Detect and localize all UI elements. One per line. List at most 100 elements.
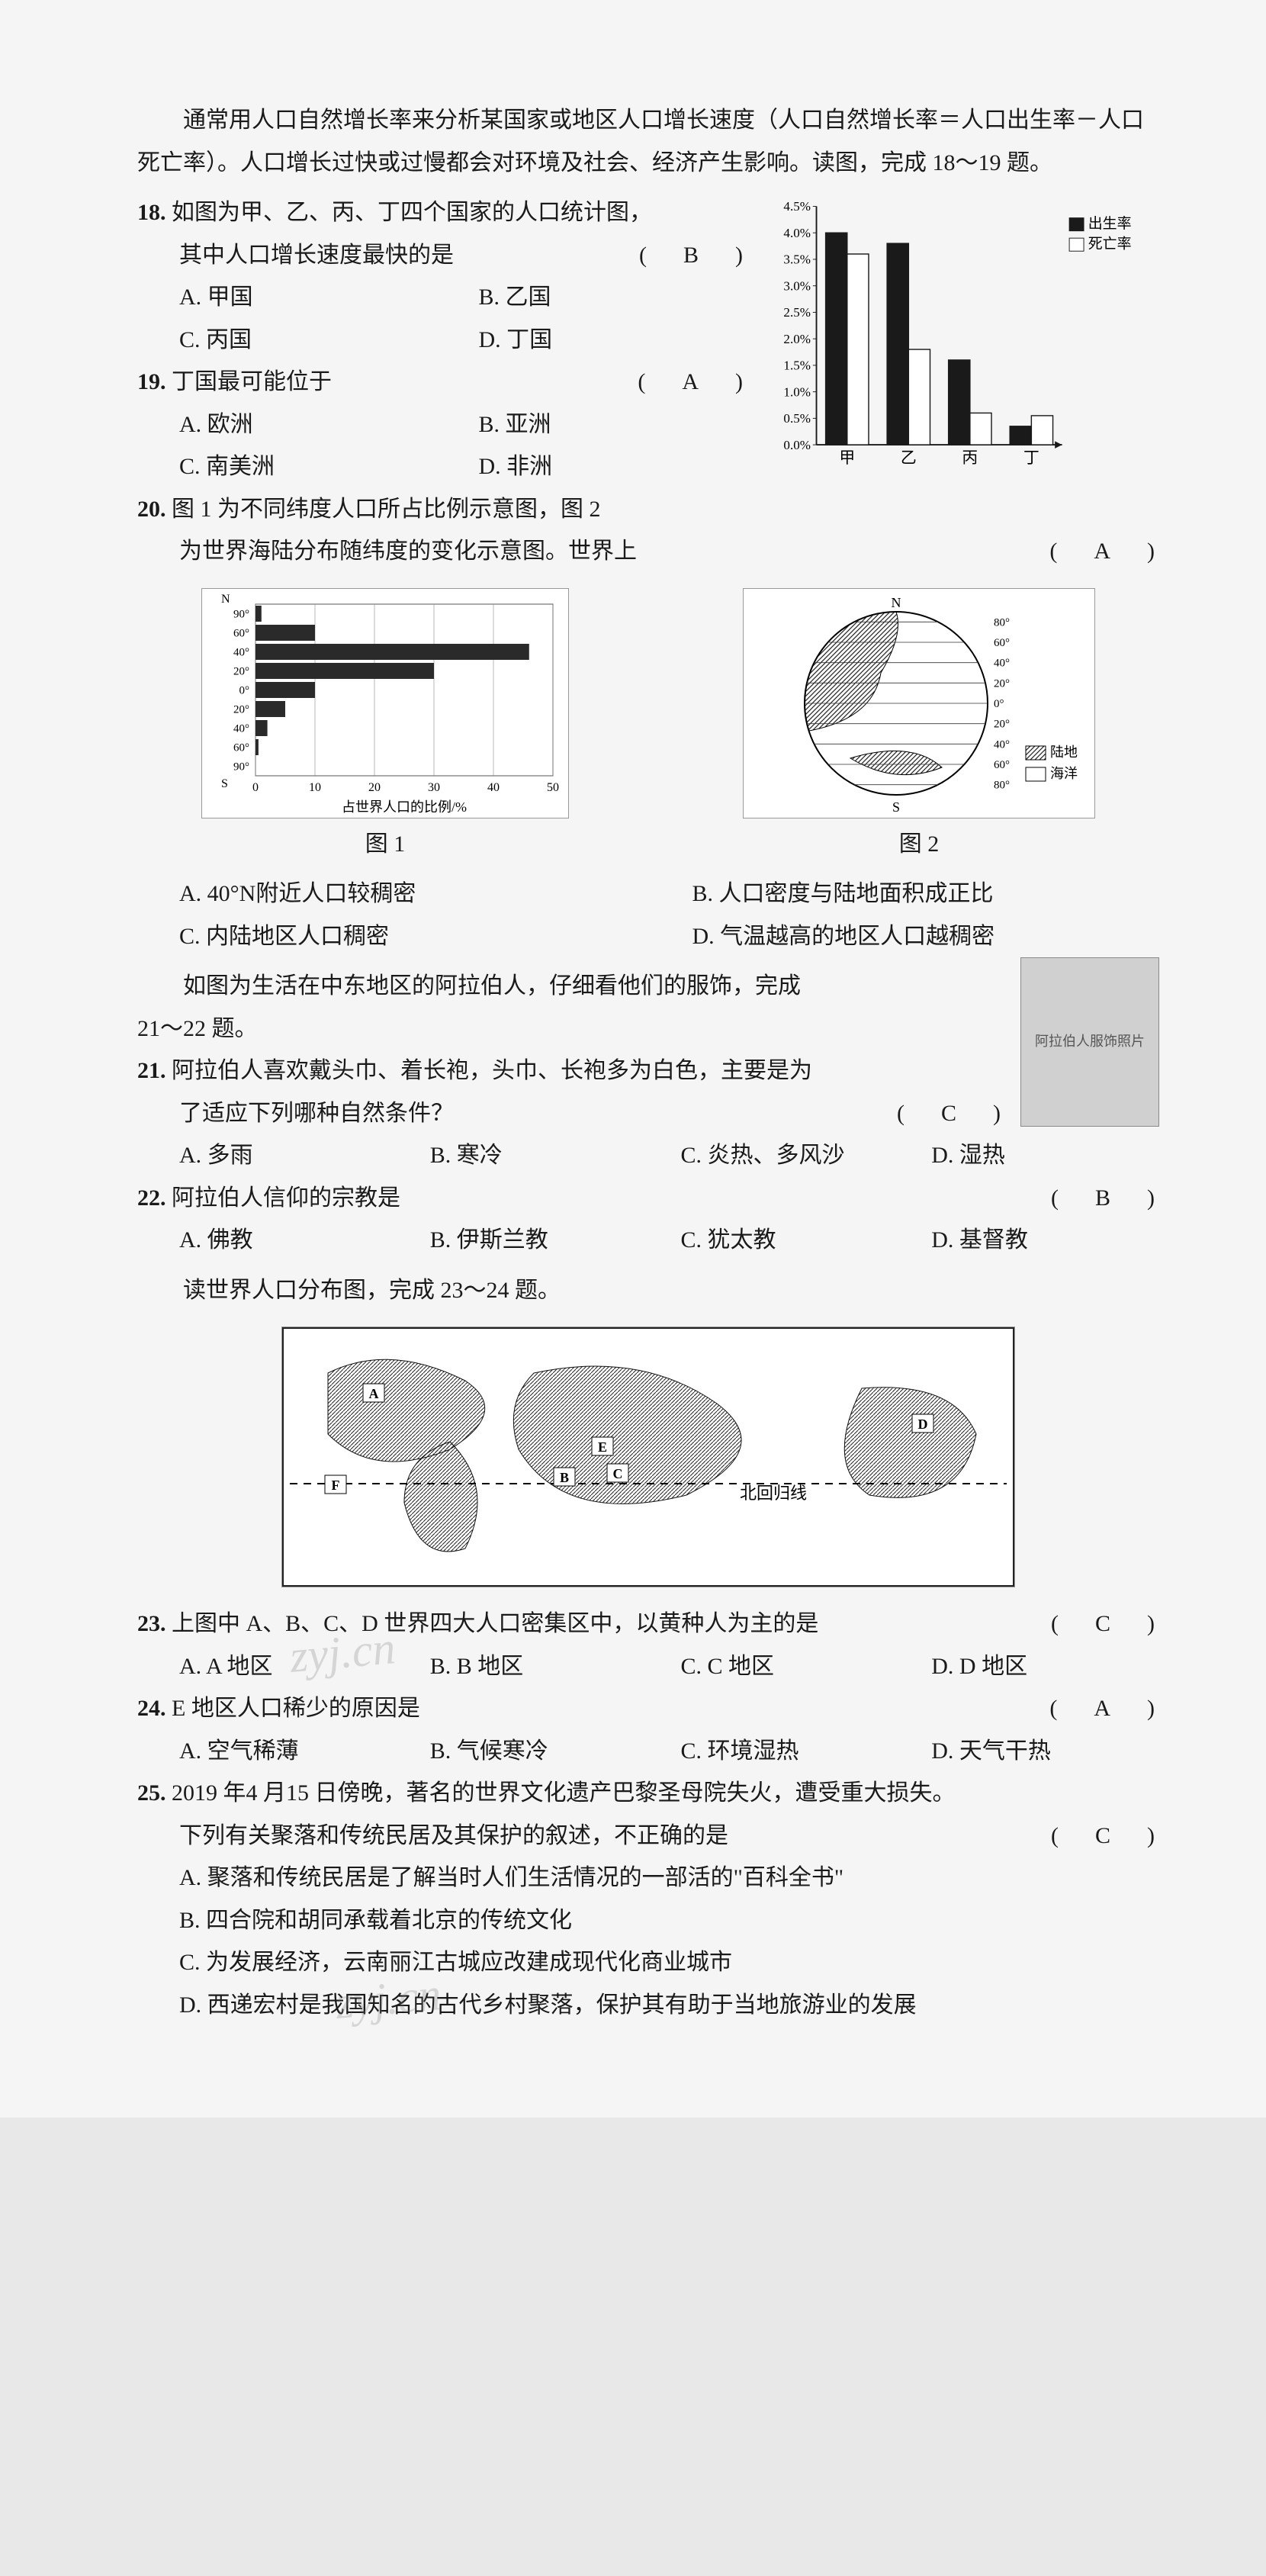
arab-intro2: 21～22 题。 [137,1008,1005,1050]
q18-num: 18. [137,200,166,225]
q21-stem2: 了适应下列哪种自然条件？ [179,1092,891,1135]
svg-text:海洋: 海洋 [1050,766,1078,781]
q23-num: 23. [137,1611,166,1636]
q24: 24. E 地区人口稀少的原因是 ( A ) A. 空气稀薄 B. 气候寒冷 C… [137,1687,1159,1772]
q23: zyj.cn 23. 上图中 A、B、C、D 世界四大人口密集区中，以黄种人为主… [137,1603,1159,1687]
intro-paragraph: 通常用人口自然增长率来分析某国家或地区人口增长速度（人口自然增长率＝人口出生率－… [137,99,1159,184]
svg-text:40°: 40° [233,722,249,735]
q25-stem1: 2019 年4 月15 日傍晚，著名的世界文化遗产巴黎圣母院失火，遭受重大损失。 [172,1780,956,1806]
q18-opt-a[interactable]: A. 甲国 [179,276,448,319]
q18-opt-d[interactable]: D. 丁国 [479,319,748,362]
q19: 19. 丁国最可能位于 ( A ) A. 欧洲 B. 亚洲 C. 南美洲 D. … [137,361,747,488]
q21-opt-b[interactable]: B. 寒冷 [430,1134,658,1177]
q23-opt-d[interactable]: D. D 地区 [931,1645,1159,1688]
world-population-map: 北回归线ABCDEF [281,1327,1015,1587]
q24-opt-d[interactable]: D. 天气干热 [931,1730,1159,1773]
q22-opt-a[interactable]: A. 佛教 [179,1219,407,1262]
q25-answer-paren: ( C ) [1045,1815,1159,1857]
q23-opt-c[interactable]: C. C 地区 [681,1645,909,1688]
svg-text:20°: 20° [994,677,1010,690]
svg-text:占世界人口的比例/%: 占世界人口的比例/% [342,799,467,815]
svg-text:1.0%: 1.0% [783,384,811,399]
map-intro: 读世界人口分布图，完成 23～24 题。 [137,1269,1159,1312]
svg-text:2.0%: 2.0% [783,332,811,346]
q25-opt-b[interactable]: B. 四合院和胡同承载着北京的传统文化 [137,1899,1159,1942]
q22-answer-paren: ( B ) [1045,1177,1159,1220]
q18-stem1: 如图为甲、乙、丙、丁四个国家的人口统计图， [172,200,652,225]
svg-text:出生率: 出生率 [1088,215,1132,232]
q23-opt-a[interactable]: A. A 地区 [179,1645,407,1688]
q21-options: A. 多雨 B. 寒冷 C. 炎热、多风沙 D. 湿热 [137,1134,1159,1177]
figure-1-latitude-population: 01020304050占世界人口的比例/%N90°60°40°20°0°20°4… [201,588,569,818]
exam-page: 通常用人口自然增长率来分析某国家或地区人口增长速度（人口自然增长率＝人口出生率－… [0,0,1266,2118]
svg-text:F: F [332,1478,340,1493]
q22-opt-c[interactable]: C. 犹太教 [681,1219,909,1262]
q24-answer-paren: ( A ) [1045,1687,1159,1730]
q18-opt-c[interactable]: C. 丙国 [179,319,448,362]
q23-opt-b[interactable]: B. B 地区 [430,1645,658,1688]
q19-opt-c[interactable]: C. 南美洲 [179,445,448,488]
q21-opt-a[interactable]: A. 多雨 [179,1134,407,1177]
q20-opt-d[interactable]: D. 气温越高的地区人口越稠密 [692,915,1160,958]
svg-text:90°: 90° [233,608,249,620]
q25-opt-c[interactable]: C. 为发展经济，云南丽江古城应改建成现代化商业城市 [137,1941,1159,1984]
svg-text:60°: 60° [994,759,1010,771]
q20-stem2: 为世界海陆分布随纬度的变化示意图。世界上 [179,530,1045,573]
q21-num: 21. [137,1058,166,1083]
svg-text:陆地: 陆地 [1050,744,1078,760]
svg-text:S: S [892,799,900,815]
svg-text:40: 40 [487,781,500,794]
q19-opt-d[interactable]: D. 非洲 [479,445,748,488]
q24-stem: E 地区人口稀少的原因是 [172,1696,420,1721]
q18-opt-b[interactable]: B. 乙国 [479,276,748,319]
q20: 20. 图 1 为不同纬度人口所占比例示意图，图 2 为世界海陆分布随纬度的变化… [137,488,1159,958]
q19-answer-paren: ( A ) [633,361,747,404]
fig2-caption: 图 2 [743,823,1095,866]
q24-opt-b[interactable]: B. 气候寒冷 [430,1730,658,1773]
q24-opt-a[interactable]: A. 空气稀薄 [179,1730,407,1773]
q24-num: 24. [137,1696,166,1721]
svg-text:0°: 0° [994,698,1004,710]
q18-19-row: 18. 如图为甲、乙、丙、丁四个国家的人口统计图， 其中人口增长速度最快的是 (… [137,191,1159,488]
arab-clothing-photo: 阿拉伯人服饰照片 [1020,957,1159,1127]
q22-num: 22. [137,1185,166,1211]
population-bar-chart: 0.0%0.5%1.0%1.5%2.0%2.5%3.0%3.5%4.0%4.5%… [763,191,1159,481]
svg-text:北回归线: 北回归线 [740,1484,807,1503]
q19-opt-b[interactable]: B. 亚洲 [479,404,748,446]
q24-opt-c[interactable]: C. 环境湿热 [681,1730,909,1773]
q22-opt-b[interactable]: B. 伊斯兰教 [430,1219,658,1262]
q25-opt-a[interactable]: A. 聚落和传统民居是了解当时人们生活情况的一部活的"百科全书" [137,1857,1159,1899]
q22: 22. 阿拉伯人信仰的宗教是 ( B ) A. 佛教 B. 伊斯兰教 C. 犹太… [137,1177,1159,1262]
q21-opt-d[interactable]: D. 湿热 [931,1134,1159,1177]
q19-opt-a[interactable]: A. 欧洲 [179,404,448,446]
q22-opt-d[interactable]: D. 基督教 [931,1219,1159,1262]
q20-num: 20. [137,497,166,522]
q20-opt-b[interactable]: B. 人口密度与陆地面积成正比 [692,873,1160,915]
fig1-caption: 图 1 [201,823,569,866]
svg-text:N: N [892,595,901,610]
svg-text:N: N [221,593,230,606]
q20-opt-a[interactable]: A. 40°N附近人口较稠密 [179,873,647,915]
q20-opt-c[interactable]: C. 内陆地区人口稠密 [179,915,647,958]
svg-text:0.5%: 0.5% [783,411,811,426]
q20-answer-paren: ( A ) [1045,530,1159,573]
q21-stem1: 阿拉伯人喜欢戴头巾、着长袍，头巾、长袍多为白色，主要是为 [172,1058,812,1083]
q20-stem1: 图 1 为不同纬度人口所占比例示意图，图 2 [172,497,601,522]
q18: 18. 如图为甲、乙、丙、丁四个国家的人口统计图， 其中人口增长速度最快的是 (… [137,191,747,361]
svg-text:0.0%: 0.0% [783,438,811,452]
q19-num: 19. [137,369,166,394]
svg-text:30: 30 [428,781,440,794]
arab-intro: 如图为生活在中东地区的阿拉伯人，仔细看他们的服饰，完成 [183,973,801,999]
q21: 21. 阿拉伯人喜欢戴头巾、着长袍，头巾、长袍多为白色，主要是为 了适应下列哪种… [137,1050,1005,1134]
q23-stem: 上图中 A、B、C、D 世界四大人口密集区中，以黄种人为主的是 [172,1611,818,1636]
q21-opt-c[interactable]: C. 炎热、多风沙 [681,1134,909,1177]
svg-text:丙: 丙 [962,449,978,467]
svg-text:3.5%: 3.5% [783,252,811,267]
q25-opt-d[interactable]: D. 西递宏村是我国知名的古代乡村聚落，保护其有助于当地旅游业的发展 [137,1984,1159,2027]
figure-2-land-sea-globe: NS80°60°40°20°0°20°40°60°80°陆地海洋 [743,588,1095,818]
q25-stem2: 下列有关聚落和传统民居及其保护的叙述，不正确的是 [179,1815,1045,1857]
svg-text:4.5%: 4.5% [783,199,811,214]
svg-text:20: 20 [368,781,381,794]
svg-text:90°: 90° [233,761,249,773]
svg-text:60°: 60° [233,741,249,754]
